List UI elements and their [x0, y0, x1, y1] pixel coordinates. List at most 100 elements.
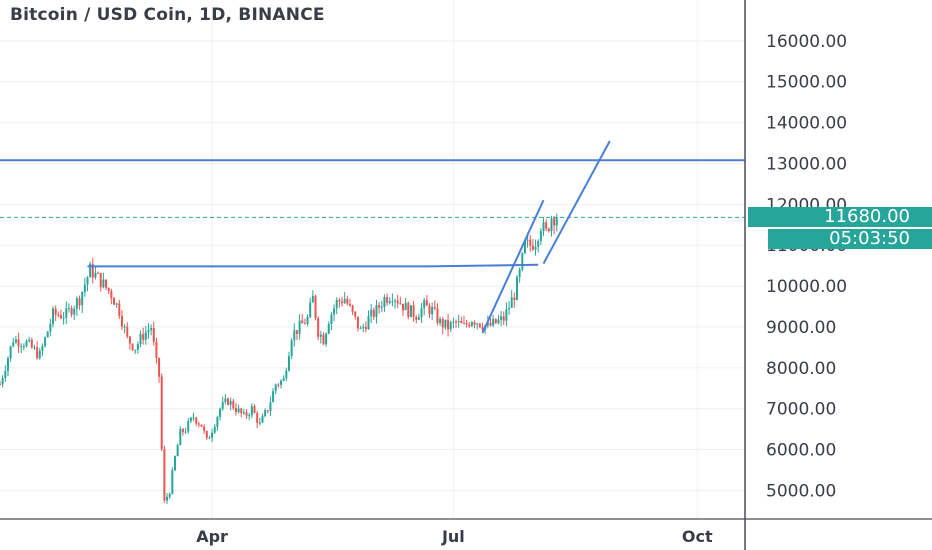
candle-body	[181, 428, 184, 433]
candle-body	[539, 231, 542, 242]
candle-body	[404, 302, 407, 311]
candle-body	[396, 300, 399, 304]
candle-body	[81, 292, 84, 306]
candle-body	[335, 300, 338, 309]
candle-body	[497, 319, 500, 324]
candle-body	[367, 316, 370, 330]
candle-body	[197, 423, 200, 425]
candle-body	[468, 324, 471, 327]
candle-body	[229, 400, 232, 405]
candle-body	[46, 331, 49, 338]
drawings[interactable]	[0, 140, 745, 334]
candle-body	[481, 327, 484, 330]
candle-body	[189, 417, 192, 422]
bar-countdown-badge: 05:03:50	[768, 229, 932, 249]
y-tick-label: 14000.00	[766, 114, 847, 134]
candle-body	[75, 298, 78, 309]
candle-body	[531, 245, 534, 250]
candle-body	[150, 328, 153, 331]
candle-body	[545, 222, 548, 229]
candle-body	[433, 307, 436, 309]
candle-body	[163, 449, 166, 501]
candle-body	[486, 322, 489, 326]
candle-body	[444, 319, 447, 328]
candle-body	[91, 263, 94, 278]
candle-body	[128, 336, 131, 344]
candle-body	[187, 421, 190, 432]
candle-body	[351, 305, 354, 312]
y-tick-label: 15000.00	[766, 73, 847, 93]
trendline-3[interactable]	[481, 199, 545, 334]
candle-body	[505, 309, 508, 321]
candle-body	[261, 416, 264, 423]
candle-body	[372, 309, 375, 317]
candle-body	[298, 320, 301, 334]
candle-body	[20, 346, 23, 348]
candle-body	[269, 402, 272, 412]
candle-body	[237, 408, 240, 413]
candle-body	[534, 246, 537, 250]
candle-body	[386, 297, 389, 303]
candle-body	[139, 334, 142, 345]
candle-body	[303, 323, 306, 325]
candle-body	[295, 330, 298, 334]
candle-body	[192, 417, 195, 419]
candle-body	[492, 318, 495, 326]
candle-body	[44, 337, 47, 347]
candle-body	[0, 384, 1, 386]
candle-body	[30, 339, 33, 348]
candle-body	[70, 308, 73, 315]
candle-body	[173, 456, 176, 471]
candle-body	[280, 380, 283, 385]
candle-body	[306, 317, 309, 324]
candle-body	[219, 408, 222, 417]
candle-body	[14, 339, 17, 343]
candle-body	[272, 391, 275, 403]
candle-body	[356, 316, 359, 329]
candle-body	[59, 315, 62, 319]
candle-body	[420, 308, 423, 318]
candle-body	[391, 301, 394, 303]
candle-body	[285, 370, 288, 379]
candle-body	[115, 303, 118, 305]
candle-body	[264, 410, 267, 417]
trendline-4[interactable]	[542, 140, 611, 265]
candle-body	[462, 323, 465, 325]
candle-body	[248, 415, 251, 417]
candle-body	[99, 273, 102, 288]
candle-body	[489, 322, 492, 326]
trendline-2[interactable]	[87, 263, 539, 268]
candle-body	[242, 412, 245, 414]
candle-body	[78, 298, 81, 306]
candle-body	[362, 326, 365, 329]
candle-body	[118, 303, 121, 316]
candle-body	[508, 307, 511, 310]
candle-body	[388, 301, 391, 303]
candle-body	[126, 326, 129, 337]
candle-body	[346, 298, 349, 304]
candle-body	[441, 318, 444, 328]
candle-body	[224, 398, 227, 403]
last-price-badge: 11680.00	[748, 207, 932, 227]
candle-body	[176, 445, 179, 457]
candle-body	[240, 408, 243, 414]
x-tick-label: Oct	[682, 527, 713, 546]
grid-lines	[0, 0, 745, 519]
candle-body	[1, 378, 4, 385]
y-tick-label: 7000.00	[766, 400, 836, 420]
candle-body	[518, 269, 521, 278]
candle-body	[152, 328, 155, 342]
candle-body	[28, 339, 31, 342]
candle-body	[49, 323, 52, 332]
candle-body	[67, 308, 70, 310]
candle-body	[158, 358, 161, 377]
candle-body	[502, 316, 505, 321]
candle-body	[473, 322, 476, 325]
candle-body	[327, 323, 330, 334]
candle-body	[203, 426, 206, 431]
candle-body	[529, 239, 532, 246]
candle-body	[555, 217, 558, 226]
candle-body	[452, 321, 455, 323]
